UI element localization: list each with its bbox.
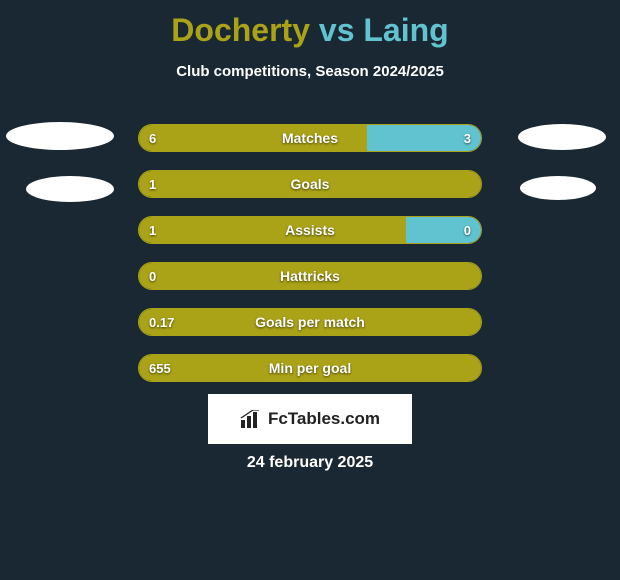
- stat-bar-fill-left: [139, 355, 481, 381]
- stat-bar: Min per goal655: [138, 354, 482, 382]
- stat-bar-fill-left: [139, 263, 481, 289]
- stat-bar: Goals1: [138, 170, 482, 198]
- title-vs: vs: [319, 12, 355, 48]
- stat-bar: Matches63: [138, 124, 482, 152]
- stats-bars-container: Matches63 Goals1 Assists10 Hattricks0 Goals …: [138, 124, 482, 400]
- stat-bar: Assists10: [138, 216, 482, 244]
- stat-bar: Hattricks0: [138, 262, 482, 290]
- stat-bar-fill-left: [139, 125, 367, 151]
- stat-bar-fill-left: [139, 309, 481, 335]
- brand-badge: FcTables.com: [208, 394, 412, 444]
- decorative-disc: [518, 124, 606, 150]
- player-a-name: Docherty: [171, 12, 310, 48]
- stat-bar-fill-right: [406, 217, 481, 243]
- stat-bar: Goals per match0.17: [138, 308, 482, 336]
- brand-bars-icon: [240, 410, 262, 428]
- decorative-disc: [26, 176, 114, 202]
- snapshot-date: 24 february 2025: [0, 454, 620, 472]
- decorative-disc: [520, 176, 596, 200]
- stat-bar-fill-right: [367, 125, 481, 151]
- stat-bar-fill-left: [139, 171, 481, 197]
- stat-bar-fill-left: [139, 217, 406, 243]
- decorative-disc: [6, 122, 114, 150]
- brand-text: FcTables.com: [268, 409, 380, 429]
- comparison-title: Docherty vs Laing: [0, 0, 620, 49]
- comparison-subtitle: Club competitions, Season 2024/2025: [0, 63, 620, 80]
- player-b-name: Laing: [363, 12, 448, 48]
